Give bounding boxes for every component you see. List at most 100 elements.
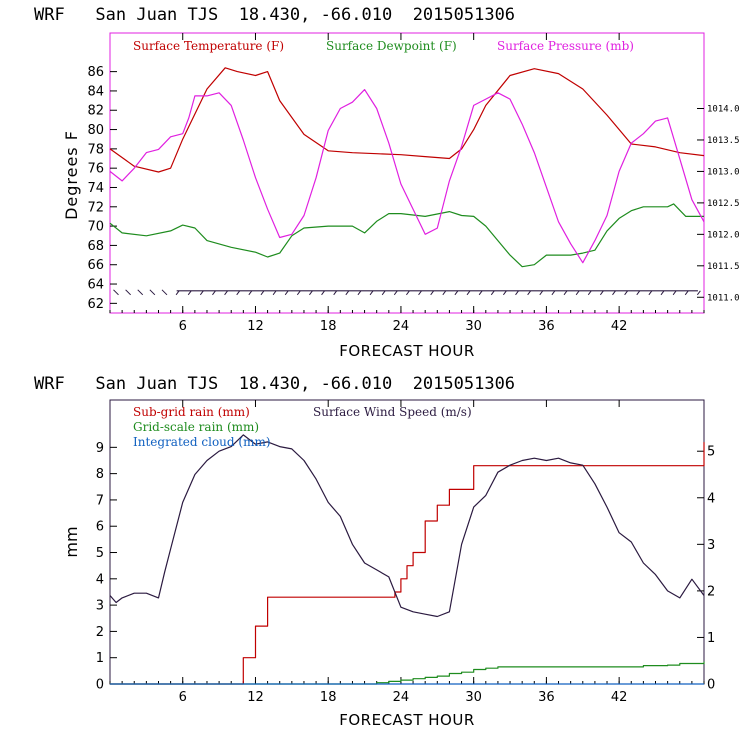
- wind-barb: [369, 290, 374, 296]
- wind-barb: [284, 290, 289, 296]
- top-x-axis-label: FORECAST HOUR: [339, 342, 475, 360]
- wind-barb: [478, 290, 483, 296]
- bottom-y-tick-label: 5: [96, 546, 104, 561]
- top-y-tick-label: 72: [87, 200, 104, 215]
- bottom-x-tick-label: 6: [179, 690, 187, 705]
- top-y-tick-label: 62: [87, 297, 104, 312]
- bottom-y-tick-label: 6: [96, 520, 104, 535]
- wind-barb: [393, 290, 398, 296]
- legend-subgrid-rain: Sub-grid rain (mm): [133, 405, 250, 419]
- dewpoint-line: [109, 203, 704, 268]
- wind-barb: [527, 290, 532, 296]
- wind-barbs-row: [113, 289, 701, 296]
- wind-barb: [236, 290, 241, 296]
- top-y2-tick-label: 1011.5: [707, 262, 740, 272]
- bottom-y2-tick-label: 2: [707, 584, 715, 599]
- wind-barb: [113, 289, 119, 296]
- wind-barb: [660, 290, 665, 296]
- top-y2-tick-label: 1014.0: [707, 105, 740, 115]
- top-y-tick-label: 66: [87, 258, 104, 273]
- top-panel-frame: [109, 32, 705, 314]
- wind-barb: [490, 290, 495, 296]
- wind-barb: [696, 290, 701, 296]
- wind-barb: [187, 290, 192, 296]
- wind-barb: [672, 290, 677, 296]
- wind-barb: [418, 290, 422, 296]
- wind-barb: [137, 289, 144, 296]
- top-y2-tick-label: 1012.0: [707, 230, 740, 240]
- subgrid-rain-line: [110, 442, 705, 685]
- bottom-x-tick-label: 24: [393, 690, 410, 705]
- bottom-y-tick-label: 3: [96, 599, 104, 614]
- wind-barb: [125, 289, 131, 296]
- wind-barb: [575, 290, 580, 296]
- bottom-y2-tick-label: 0: [707, 678, 715, 693]
- wind-barb: [321, 290, 325, 296]
- bottom-y-tick-label: 1: [96, 651, 104, 666]
- wind-barb: [515, 290, 519, 296]
- wind-barb: [624, 290, 629, 296]
- wind-barb: [175, 290, 180, 296]
- bottom-x-axis-label: FORECAST HOUR: [339, 711, 475, 729]
- bottom-y-tick-label: 0: [96, 678, 104, 693]
- legend-temperature: Surface Temperature (F): [133, 39, 284, 53]
- wind-barb: [684, 290, 689, 296]
- top-panel-title: WRF San Juan TJS 18.430, -66.010 2015051…: [34, 5, 515, 25]
- bottom-x-tick-label: 30: [465, 690, 482, 705]
- top-y-tick-label: 80: [87, 123, 104, 138]
- bottom-x-tick-label: 18: [320, 690, 337, 705]
- top-x-tick-label: 24: [393, 319, 410, 334]
- temperature-line: [109, 67, 705, 173]
- top-y-tick-label: 78: [87, 142, 104, 157]
- bottom-y2-tick-label: 3: [707, 538, 715, 553]
- bottom-y-tick-label: 4: [96, 572, 104, 587]
- bottom-y-tick-label: 8: [96, 467, 104, 482]
- bottom-panel-title: WRF San Juan TJS 18.430, -66.010 2015051…: [34, 374, 515, 394]
- wind-barb: [587, 290, 592, 296]
- wind-barb: [612, 290, 616, 296]
- wind-barb: [551, 290, 556, 296]
- top-y-tick-label: 82: [87, 104, 104, 119]
- top-x-tick-label: 42: [611, 319, 628, 334]
- wind-barb: [333, 290, 338, 296]
- wind-barb: [539, 290, 544, 296]
- bottom-x-tick-label: 36: [538, 690, 555, 705]
- wind-barb: [309, 290, 313, 296]
- top-y2-tick-label: 1012.5: [707, 199, 740, 209]
- top-y-axis-label: Degrees F: [62, 130, 81, 220]
- wind-barb: [212, 290, 216, 296]
- legend-pressure: Surface Pressure (mb): [497, 39, 634, 53]
- legend-integrated-cloud: Integrated cloud (mm): [133, 435, 271, 449]
- bottom-legend: Sub-grid rain (mm) Surface Wind Speed (m…: [133, 405, 472, 449]
- wind-barb: [272, 290, 277, 296]
- legend-gridscale-rain: Grid-scale rain (mm): [133, 420, 259, 434]
- wind-barb: [406, 290, 410, 296]
- top-y2-tick-label: 1013.5: [707, 136, 740, 146]
- wind-barb: [357, 290, 362, 296]
- bottom-y-tick-label: 9: [96, 441, 104, 456]
- gridscale-rain-line: [110, 661, 705, 685]
- top-y2-tick-label: 1013.0: [707, 167, 740, 177]
- top-y-tick-label: 84: [87, 84, 104, 99]
- top-y-tick-label: 76: [87, 162, 104, 177]
- bottom-y-tick-label: 2: [96, 625, 104, 640]
- wind-speed-line: [109, 434, 705, 618]
- bottom-y2-tick-label: 1: [707, 631, 715, 646]
- top-y-tick-label: 68: [87, 239, 104, 254]
- bottom-y-tick-label: 7: [96, 493, 104, 508]
- wind-barb: [442, 290, 447, 296]
- wind-barb: [563, 290, 568, 296]
- wind-barb: [454, 290, 459, 296]
- bottom-y2-tick-label: 4: [707, 491, 715, 506]
- bottom-x-tick-label: 12: [247, 690, 264, 705]
- top-x-tick-label: 12: [247, 319, 264, 334]
- pressure-line: [109, 89, 705, 264]
- wind-barb: [161, 289, 168, 296]
- top-y-tick-label: 64: [87, 278, 104, 293]
- wind-barb: [224, 290, 228, 296]
- top-x-tick-label: 18: [320, 319, 337, 334]
- wind-barb: [648, 290, 653, 296]
- wind-barb: [149, 289, 156, 296]
- wind-barb: [503, 290, 507, 296]
